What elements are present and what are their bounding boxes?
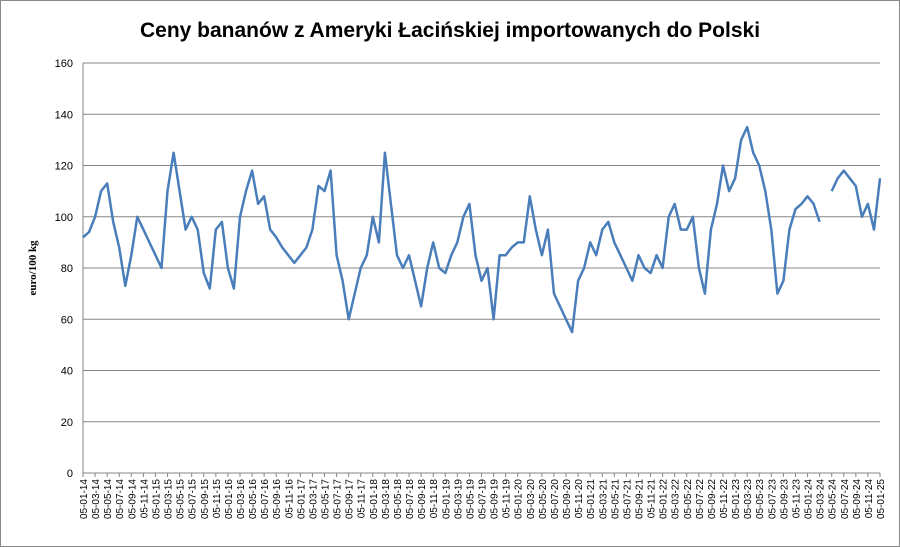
x-tick-label: 05-09-19 [490, 479, 501, 519]
x-tick-label: 05-11-24 [864, 479, 875, 519]
x-tick-label: 05-09-16 [272, 479, 283, 519]
y-tick-label: 80 [61, 263, 73, 275]
x-tick-label: 05-05-17 [321, 479, 332, 519]
x-tick-label: 05-07-17 [333, 479, 344, 519]
y-tick-label: 60 [61, 314, 73, 326]
x-tick-label: 05-01-17 [296, 479, 307, 519]
x-tick-label: 05-07-24 [840, 479, 851, 519]
x-tick-label: 05-09-14 [127, 479, 138, 519]
x-tick-label: 05-11-17 [357, 479, 368, 519]
x-tick-label: 05-05-23 [755, 479, 766, 519]
x-tick-label: 05-01-15 [151, 479, 162, 519]
x-tick-label: 05-09-22 [707, 479, 718, 519]
x-tick-label: 05-09-15 [200, 479, 211, 519]
x-tick-label: 05-09-23 [779, 479, 790, 519]
x-tick-label: 05-11-20 [574, 479, 585, 519]
x-tick-label: 05-03-24 [816, 479, 827, 519]
x-tick-label: 05-05-18 [393, 479, 404, 519]
y-tick-label: 100 [55, 212, 73, 224]
x-tick-label: 05-09-18 [417, 479, 428, 519]
y-tick-label: 160 [55, 58, 73, 70]
data-line [82, 125, 882, 334]
x-tick-label: 05-03-20 [526, 479, 537, 519]
x-tick-label: 05-03-14 [91, 479, 102, 519]
x-tick-label: 05-05-24 [828, 479, 839, 519]
y-axis-label: euro/100 kg [27, 240, 39, 296]
x-tick-label: 05-07-19 [478, 479, 489, 519]
x-tick-label: 05-07-21 [622, 479, 633, 519]
y-tick-label: 20 [61, 417, 73, 429]
x-tick-label: 05-07-16 [260, 479, 271, 519]
x-tick-label: 05-03-23 [743, 479, 754, 519]
x-tick-label: 05-01-20 [514, 479, 525, 519]
x-tick-label: 05-11-18 [429, 479, 440, 519]
x-tick-label: 05-03-21 [598, 479, 609, 519]
x-tick-label: 05-01-25 [876, 479, 887, 519]
y-tick-label: 40 [61, 366, 73, 378]
x-tick-label: 05-05-16 [248, 479, 259, 519]
x-tick-label: 05-11-22 [719, 479, 730, 519]
y-tick-label: 140 [55, 109, 73, 121]
y-tick-label: 120 [55, 161, 73, 173]
x-tick-label: 05-07-23 [767, 479, 778, 519]
x-tick-label: 05-09-21 [634, 479, 645, 519]
x-tick-label: 05-11-16 [284, 479, 295, 519]
x-tick-label: 05-01-19 [441, 479, 452, 519]
x-tick-label: 05-03-19 [453, 479, 464, 519]
x-tick-label: 05-01-21 [586, 479, 597, 519]
x-tick-label: 05-07-20 [550, 479, 561, 519]
x-tick-label: 05-09-17 [345, 479, 356, 519]
x-tick-label: 05-07-18 [405, 479, 416, 519]
y-tick-label: 0 [67, 468, 73, 480]
x-tick-label: 05-11-21 [647, 479, 658, 519]
x-tick-label: 05-07-22 [695, 479, 706, 519]
x-tick-label: 05-09-20 [562, 479, 573, 519]
x-tick-label: 05-09-24 [852, 479, 863, 519]
x-tick-label: 05-05-22 [683, 479, 694, 519]
x-tick-label: 05-01-22 [659, 479, 670, 519]
x-tick-label: 05-05-15 [176, 479, 187, 519]
x-tick-label: 05-01-16 [224, 479, 235, 519]
x-tick-label: 05-01-24 [804, 479, 815, 519]
x-tick-label: 05-05-19 [465, 479, 476, 519]
x-tick-label: 05-05-14 [103, 479, 114, 519]
x-tick-label: 05-01-23 [731, 479, 742, 519]
x-tick-label: 05-03-17 [308, 479, 319, 519]
x-tick-label: 05-03-18 [381, 479, 392, 519]
x-tick-label: 05-07-15 [188, 479, 199, 519]
x-tick-label: 05-03-16 [236, 479, 247, 519]
x-tick-label: 05-05-21 [610, 479, 621, 519]
x-tick-label: 05-11-23 [791, 479, 802, 519]
chart-title: Ceny bananów z Ameryki Łacińskiej import… [140, 19, 760, 42]
x-tick-label: 05-01-18 [369, 479, 380, 519]
x-tick-label: 05-03-15 [164, 479, 175, 519]
x-tick-label: 05-11-19 [502, 479, 513, 519]
x-tick-label: 05-07-14 [115, 479, 126, 519]
x-tick-label: 05-11-14 [139, 479, 150, 519]
x-tick-label: 05-05-20 [538, 479, 549, 519]
x-tick-label: 05-03-22 [671, 479, 682, 519]
x-tick-label: 05-11-15 [212, 479, 223, 519]
x-tick-label: 05-01-14 [79, 479, 90, 519]
